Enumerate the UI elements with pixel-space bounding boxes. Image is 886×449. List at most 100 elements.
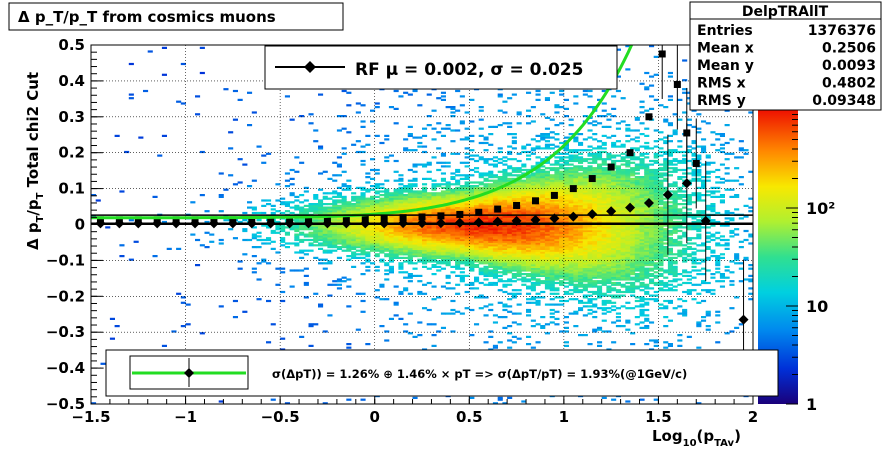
heatmap-cell xyxy=(507,238,513,242)
heatmap-cell xyxy=(346,203,352,206)
heatmap-cell xyxy=(630,167,636,170)
heatmap-cell xyxy=(351,211,357,215)
heatmap-cell xyxy=(606,264,612,267)
heatmap-cell xyxy=(587,183,593,186)
heatmap-cell xyxy=(625,183,631,186)
heatmap-cell xyxy=(332,206,338,209)
heatmap-cell xyxy=(440,240,446,243)
heatmap-cell xyxy=(592,185,598,188)
heatmap-cell xyxy=(516,264,522,267)
heatmap-cell xyxy=(450,238,456,242)
heatmap-cell xyxy=(554,235,560,238)
heatmap-cell xyxy=(393,229,399,233)
heatmap-cell xyxy=(284,179,290,182)
heatmap-cell xyxy=(540,269,546,272)
heatmap-cell xyxy=(384,242,390,245)
heatmap-cell xyxy=(426,197,432,200)
heatmap-cell xyxy=(634,262,640,265)
heatmap-cell xyxy=(478,158,484,161)
heatmap-cell xyxy=(549,249,555,252)
heatmap-cell xyxy=(256,238,262,242)
heatmap-cell xyxy=(351,197,357,200)
heatmap-cell xyxy=(488,233,494,236)
heatmap-cell xyxy=(601,167,607,170)
heatmap-cell xyxy=(355,102,361,105)
heatmap-cell xyxy=(393,170,399,173)
heatmap-cell xyxy=(384,188,390,191)
heatmap-cell xyxy=(568,219,574,222)
heatmap-cell xyxy=(478,242,484,245)
heatmap-cell xyxy=(597,271,603,274)
heatmap-cell xyxy=(270,247,276,250)
heatmap-cell xyxy=(568,249,574,252)
heatmap-cell xyxy=(625,267,631,270)
heatmap-cell xyxy=(634,273,640,276)
heatmap-cell xyxy=(469,244,475,247)
heatmap-cell xyxy=(573,229,579,233)
heatmap-cell xyxy=(355,220,361,224)
heatmap-cell xyxy=(497,271,503,274)
heatmap-cell xyxy=(455,235,461,238)
heatmap-cell xyxy=(436,244,442,247)
heatmap-cell xyxy=(516,274,522,277)
heatmap-cell xyxy=(407,228,413,231)
heatmap-cell xyxy=(492,258,498,261)
heatmap-cell xyxy=(450,194,456,197)
heatmap-cell xyxy=(597,217,603,220)
heatmap-cell xyxy=(611,115,617,118)
heatmap-cell xyxy=(630,224,636,227)
heatmap-cell xyxy=(630,233,636,236)
heatmap-cell xyxy=(540,201,546,204)
heatmap-cell xyxy=(251,271,257,274)
heatmap-cell xyxy=(299,251,305,254)
heatmap-cell xyxy=(568,276,574,279)
heatmap-cell xyxy=(544,238,550,242)
heatmap-cell xyxy=(530,287,536,290)
heatmap-cell xyxy=(313,220,319,224)
heatmap-cell xyxy=(294,219,300,222)
heatmap-cell xyxy=(507,260,513,263)
heatmap-cell xyxy=(526,247,532,250)
heatmap-cell xyxy=(620,176,626,179)
heatmap-cell xyxy=(630,267,636,270)
heatmap-cell xyxy=(573,312,579,315)
heatmap-cell xyxy=(431,226,437,229)
heatmap-cell xyxy=(478,294,484,297)
heatmap-cell xyxy=(601,249,607,252)
heatmap-cell xyxy=(521,251,527,254)
heatmap-cell xyxy=(450,204,456,207)
heatmap-cell xyxy=(284,231,290,234)
heatmap-cell xyxy=(578,251,584,254)
heatmap-cell xyxy=(502,238,508,242)
heatmap-cell xyxy=(327,228,333,231)
heatmap-cell xyxy=(625,251,631,254)
heatmap-cell xyxy=(511,312,517,315)
heatmap-cell xyxy=(634,240,640,243)
heatmap-cell xyxy=(492,159,498,163)
heatmap-cell xyxy=(521,258,527,261)
heatmap-cell xyxy=(549,176,555,179)
heatmap-cell xyxy=(611,159,617,163)
heatmap-cell xyxy=(436,262,442,265)
heatmap-cell xyxy=(445,229,451,233)
heatmap-cell xyxy=(601,179,607,182)
heatmap-cell xyxy=(318,229,324,233)
heatmap-cell xyxy=(521,185,527,188)
heatmap-cell xyxy=(620,258,626,261)
heatmap-cell xyxy=(615,237,621,240)
heatmap-cell xyxy=(336,237,342,240)
heatmap-cell xyxy=(516,303,522,306)
heatmap-cell xyxy=(630,179,636,182)
heatmap-cell xyxy=(615,188,621,191)
heatmap-cell xyxy=(455,181,461,184)
heatmap-cell xyxy=(554,255,560,258)
heatmap-cell xyxy=(431,156,437,159)
heatmap-cell xyxy=(630,158,636,161)
heatmap-cell xyxy=(606,253,612,256)
heatmap-cell xyxy=(407,251,413,254)
heatmap-cell xyxy=(573,176,579,179)
heatmap-cell xyxy=(630,276,636,279)
heatmap-cell xyxy=(634,220,640,224)
heatmap-cell xyxy=(601,115,607,118)
heatmap-cell xyxy=(535,188,541,191)
